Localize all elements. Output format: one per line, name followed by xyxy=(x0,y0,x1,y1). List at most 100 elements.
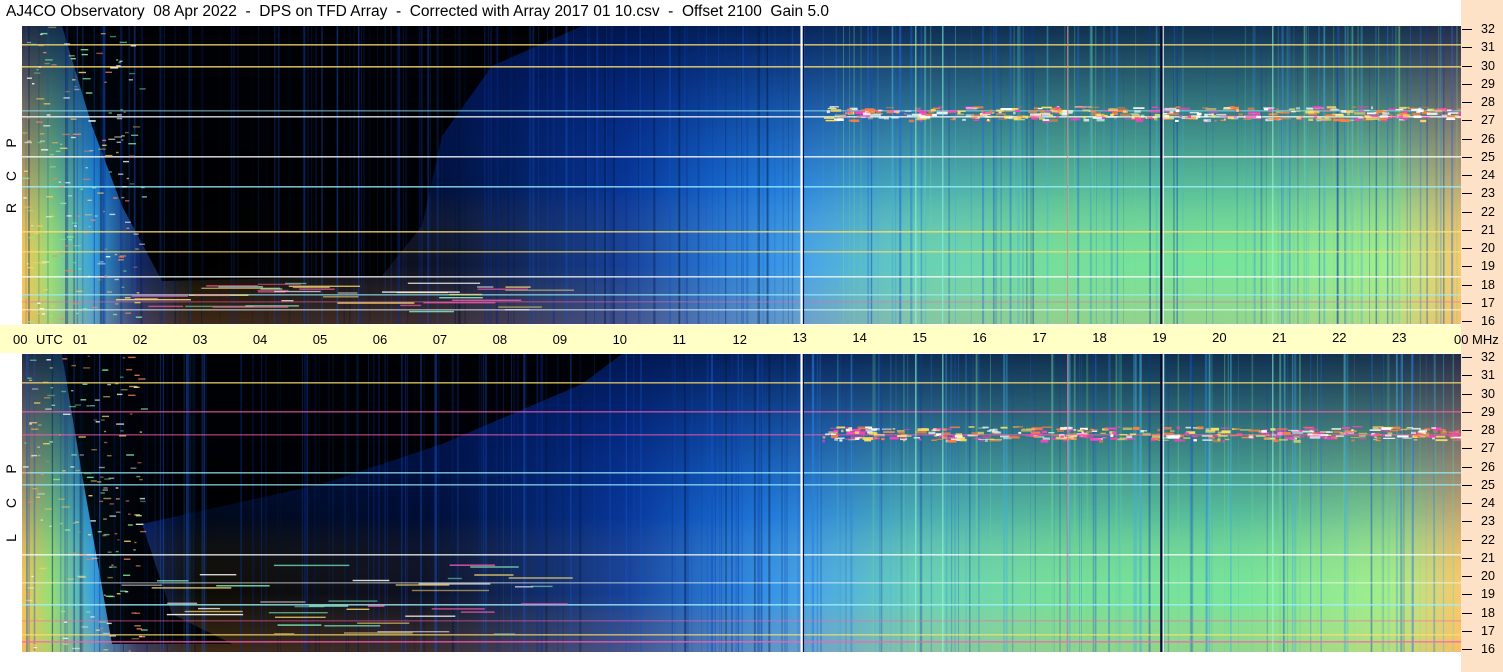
frequency-tick-label: 30 xyxy=(1481,58,1495,73)
frequency-tick xyxy=(1462,47,1472,49)
frequency-tick-label: 18 xyxy=(1481,605,1495,620)
frequency-tick xyxy=(1462,430,1472,431)
time-tick-label: 07 xyxy=(432,332,448,347)
rcp-spectrogram xyxy=(22,26,1461,324)
frequency-tick-label: 20 xyxy=(1481,569,1495,583)
time-tick-label: 02 xyxy=(132,332,148,347)
rcp-label-p: P xyxy=(3,138,19,148)
time-tick-label: 08 xyxy=(492,332,508,347)
frequency-tick xyxy=(1462,521,1472,523)
frequency-tick-label: 26 xyxy=(1481,131,1495,146)
rcp-label-r: R xyxy=(3,202,19,214)
frequency-unit-label: MHz xyxy=(1472,332,1499,347)
frequency-tick xyxy=(1462,65,1472,67)
frequency-tick-label: 27 xyxy=(1481,441,1495,456)
frequency-tick-label: 24 xyxy=(1481,496,1495,510)
frequency-tick xyxy=(1462,594,1472,596)
frequency-tick-label: 22 xyxy=(1481,204,1495,219)
frequency-tick-label: 25 xyxy=(1481,149,1495,164)
time-tick-label: 09 xyxy=(552,332,568,347)
frequency-tick xyxy=(1462,29,1472,30)
time-tick-label: 03 xyxy=(192,332,208,347)
time-tick-label: 22 xyxy=(1332,330,1347,345)
frequency-tick-label: 20 xyxy=(1481,241,1495,255)
frequency-tick xyxy=(1462,576,1472,577)
frequency-tick-label: 30 xyxy=(1481,386,1495,401)
frequency-tick-label: 16 xyxy=(1481,314,1495,328)
frequency-tick xyxy=(1462,193,1472,195)
frequency-tick-label: 24 xyxy=(1481,168,1495,182)
time-tick-label: 00 xyxy=(13,332,28,347)
time-axis-bar xyxy=(22,325,1461,353)
frequency-tick xyxy=(1462,393,1472,395)
frequency-tick-label: 31 xyxy=(1481,40,1495,55)
frequency-tick xyxy=(1462,649,1472,650)
time-tick-label: 15 xyxy=(912,330,927,345)
frequency-tick xyxy=(1462,156,1472,158)
frequency-tick-label: 26 xyxy=(1481,459,1495,474)
frequency-tick xyxy=(1462,248,1472,249)
frequency-tick xyxy=(1462,357,1472,358)
time-tick-label: 12 xyxy=(732,332,747,347)
frequency-tick xyxy=(1462,302,1472,304)
frequency-tick-label: 28 xyxy=(1481,423,1495,437)
frequency-tick xyxy=(1462,83,1472,85)
frequency-tick-label: 29 xyxy=(1481,404,1495,419)
time-tick-label: 20 xyxy=(1212,330,1227,345)
frequency-tick-label: 17 xyxy=(1481,623,1495,638)
lcp-label-c: C xyxy=(3,497,19,509)
frequency-tick xyxy=(1462,539,1472,541)
frequency-tick xyxy=(1462,630,1472,632)
time-tick-label: 19 xyxy=(1152,330,1167,345)
frequency-tick-label: 32 xyxy=(1481,350,1495,364)
time-tick-label: 10 xyxy=(612,332,628,347)
time-tick-label: 17 xyxy=(1032,330,1047,345)
lcp-label-l: L xyxy=(3,534,19,542)
frequency-tick xyxy=(1462,284,1472,286)
frequency-axis-strip xyxy=(1461,0,1503,672)
frequency-tick-label: 22 xyxy=(1481,532,1495,547)
time-tick-label: 13 xyxy=(792,330,807,345)
frequency-tick xyxy=(1462,120,1472,122)
time-tick-label: 21 xyxy=(1272,330,1287,345)
frequency-tick-label: 31 xyxy=(1481,368,1495,383)
time-tick-label: 23 xyxy=(1392,330,1407,345)
lcp-spectrogram-image xyxy=(22,354,1461,652)
frequency-tick-label: 16 xyxy=(1481,642,1495,656)
frequency-tick xyxy=(1462,612,1472,614)
frequency-tick-label: 23 xyxy=(1481,514,1495,529)
time-tick-label: 04 xyxy=(252,332,268,347)
page-title: AJ4CO Observatory 08 Apr 2022 - DPS on T… xyxy=(6,3,830,20)
frequency-tick xyxy=(1462,411,1472,413)
frequency-tick xyxy=(1462,448,1472,450)
frequency-tick-label: 18 xyxy=(1481,277,1495,292)
frequency-tick-label: 21 xyxy=(1481,222,1495,237)
frequency-tick xyxy=(1462,503,1472,504)
frequency-tick-label: 27 xyxy=(1481,113,1495,128)
time-tick-label: 00 xyxy=(1454,332,1469,347)
rcp-label-c: C xyxy=(3,170,19,182)
frequency-tick xyxy=(1462,557,1472,559)
frequency-tick xyxy=(1462,138,1472,140)
frequency-tick xyxy=(1462,211,1472,213)
frequency-tick-label: 32 xyxy=(1481,22,1495,36)
time-unit-label: UTC xyxy=(36,332,63,347)
frequency-tick-label: 25 xyxy=(1481,477,1495,492)
frequency-tick xyxy=(1462,266,1472,268)
frequency-tick-label: 19 xyxy=(1481,587,1495,602)
time-axis-left-cap xyxy=(0,325,22,353)
lcp-spectrogram xyxy=(22,354,1461,652)
frequency-tick-label: 19 xyxy=(1481,259,1495,274)
frequency-tick-label: 23 xyxy=(1481,186,1495,201)
frequency-tick xyxy=(1462,175,1472,176)
frequency-tick xyxy=(1462,321,1472,322)
frequency-tick-label: 29 xyxy=(1481,76,1495,91)
frequency-tick xyxy=(1462,102,1472,103)
time-tick-label: 06 xyxy=(372,332,388,347)
frequency-tick xyxy=(1462,466,1472,468)
frequency-tick-label: 17 xyxy=(1481,295,1495,310)
rcp-spectrogram-image xyxy=(22,26,1461,324)
time-tick-label: 11 xyxy=(672,332,687,347)
lcp-label-p: P xyxy=(3,464,19,474)
time-tick-label: 05 xyxy=(312,332,328,347)
